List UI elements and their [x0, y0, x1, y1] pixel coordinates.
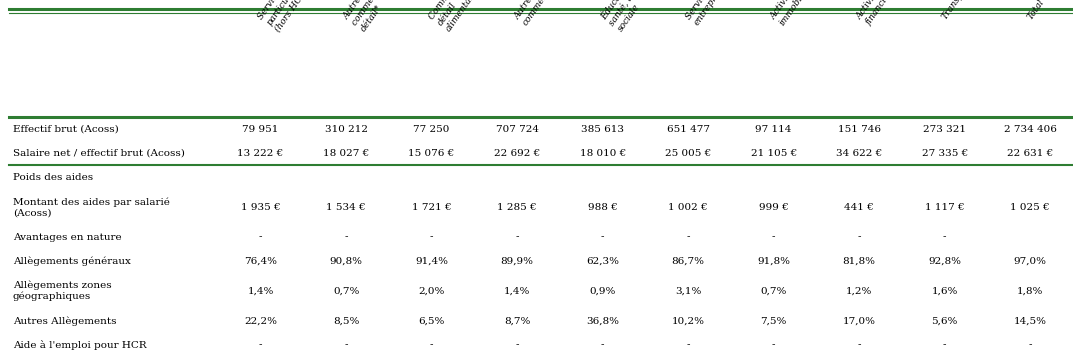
Text: 1,6%: 1,6%: [931, 286, 958, 296]
Text: -: -: [687, 233, 690, 242]
Text: -: -: [857, 340, 861, 350]
Text: Autres
commerces de
détail*: Autres commerces de détail*: [342, 0, 405, 33]
Text: 1,8%: 1,8%: [1017, 286, 1043, 296]
Text: 1 285 €: 1 285 €: [497, 203, 536, 212]
Text: 6,5%: 6,5%: [418, 316, 445, 326]
Text: -: -: [344, 340, 348, 350]
Text: 14,5%: 14,5%: [1014, 316, 1047, 326]
Text: Total: Total: [1026, 0, 1046, 21]
Text: 77 250: 77 250: [413, 125, 450, 134]
Text: 62,3%: 62,3%: [586, 257, 619, 266]
Text: Autres
commerces**: Autres commerces**: [513, 0, 563, 27]
Text: 1 002 €: 1 002 €: [668, 203, 708, 212]
Text: Allègements zones
géographiques: Allègements zones géographiques: [13, 281, 112, 301]
Text: 1,2%: 1,2%: [846, 286, 872, 296]
Text: -: -: [601, 340, 604, 350]
Text: 22,2%: 22,2%: [244, 316, 277, 326]
Text: 76,4%: 76,4%: [244, 257, 277, 266]
Text: 13 222 €: 13 222 €: [237, 149, 283, 158]
Text: 151 746: 151 746: [838, 125, 881, 134]
Text: 441 €: 441 €: [844, 203, 874, 212]
Text: 36,8%: 36,8%: [586, 316, 619, 326]
Text: 988 €: 988 €: [588, 203, 618, 212]
Text: -: -: [344, 233, 348, 242]
Text: 90,8%: 90,8%: [329, 257, 363, 266]
Text: 8,5%: 8,5%: [333, 316, 359, 326]
Text: -: -: [515, 233, 519, 242]
Text: 0,7%: 0,7%: [761, 286, 787, 296]
Text: 81,8%: 81,8%: [842, 257, 876, 266]
Text: -: -: [259, 233, 262, 242]
Text: -: -: [771, 340, 776, 350]
Text: -: -: [771, 233, 776, 242]
Text: 999 €: 999 €: [759, 203, 789, 212]
Text: -: -: [857, 233, 861, 242]
Text: 34 622 €: 34 622 €: [836, 149, 882, 158]
Text: 18 027 €: 18 027 €: [323, 149, 369, 158]
Text: 97 114: 97 114: [755, 125, 792, 134]
Text: Avantages en nature: Avantages en nature: [13, 233, 121, 242]
Text: Allègements généraux: Allègements généraux: [13, 257, 131, 266]
Text: -: -: [1029, 340, 1032, 350]
Text: -: -: [430, 340, 433, 350]
Text: 1 935 €: 1 935 €: [240, 203, 280, 212]
Text: 0,7%: 0,7%: [333, 286, 359, 296]
Text: 21 105 €: 21 105 €: [750, 149, 797, 158]
Text: 1,4%: 1,4%: [504, 286, 530, 296]
Text: -: -: [515, 340, 519, 350]
Text: 310 212: 310 212: [325, 125, 368, 134]
Text: 7,5%: 7,5%: [761, 316, 787, 326]
Text: Éducation,
santé, action
sociale: Éducation, santé, action sociale: [599, 0, 657, 33]
Text: Services aux
entreprises: Services aux entreprises: [684, 0, 733, 27]
Text: 2 734 406: 2 734 406: [1004, 125, 1057, 134]
Text: 385 613: 385 613: [582, 125, 624, 134]
Text: 10,2%: 10,2%: [672, 316, 705, 326]
Text: -: -: [943, 340, 946, 350]
Text: 1 117 €: 1 117 €: [925, 203, 965, 212]
Text: 707 724: 707 724: [496, 125, 539, 134]
Text: Transports: Transports: [940, 0, 976, 21]
Text: 5,6%: 5,6%: [931, 316, 958, 326]
Text: 22 631 €: 22 631 €: [1008, 149, 1054, 158]
Text: -: -: [430, 233, 433, 242]
Text: Activités
financières: Activités financières: [855, 0, 900, 27]
Text: Services aux
particuliers
(hors HCR: Services aux particuliers (hors HCR: [256, 0, 314, 33]
Text: Montant des aides par salarié
(Acoss): Montant des aides par salarié (Acoss): [13, 197, 170, 217]
Text: 1 721 €: 1 721 €: [412, 203, 452, 212]
Text: -: -: [943, 233, 946, 242]
Text: 79 951: 79 951: [242, 125, 279, 134]
Text: 91,8%: 91,8%: [758, 257, 790, 266]
Text: 91,4%: 91,4%: [415, 257, 449, 266]
Text: Effectif brut (Acoss): Effectif brut (Acoss): [13, 125, 119, 134]
Text: 18 010 €: 18 010 €: [579, 149, 626, 158]
Text: Salaire net / effectif brut (Acoss): Salaire net / effectif brut (Acoss): [13, 149, 185, 158]
Text: 0,9%: 0,9%: [589, 286, 616, 296]
Text: 22 692 €: 22 692 €: [494, 149, 541, 158]
Text: 89,9%: 89,9%: [501, 257, 533, 266]
Text: 86,7%: 86,7%: [672, 257, 705, 266]
Text: Activités
immobilières: Activités immobilières: [769, 0, 820, 27]
Text: 2,0%: 2,0%: [418, 286, 445, 296]
Text: 15 076 €: 15 076 €: [409, 149, 455, 158]
Text: -: -: [259, 340, 262, 350]
Text: 8,7%: 8,7%: [504, 316, 530, 326]
Text: 97,0%: 97,0%: [1014, 257, 1047, 266]
Text: Poids des aides: Poids des aides: [13, 173, 93, 182]
Text: Aide à l'emploi pour HCR: Aide à l'emploi pour HCR: [13, 340, 147, 350]
Text: 1 025 €: 1 025 €: [1011, 203, 1050, 212]
Text: Commerce de
détail
alimentaire: Commerce de détail alimentaire: [427, 0, 488, 33]
Text: 25 005 €: 25 005 €: [665, 149, 711, 158]
Text: 92,8%: 92,8%: [928, 257, 961, 266]
Text: 651 477: 651 477: [666, 125, 709, 134]
Text: 1,4%: 1,4%: [248, 286, 274, 296]
Text: 1 534 €: 1 534 €: [326, 203, 366, 212]
Text: Autres Allègements: Autres Allègements: [13, 316, 116, 326]
Text: -: -: [601, 233, 604, 242]
Text: -: -: [687, 340, 690, 350]
Text: 27 335 €: 27 335 €: [922, 149, 968, 158]
Text: 17,0%: 17,0%: [842, 316, 876, 326]
Text: 3,1%: 3,1%: [675, 286, 702, 296]
Text: 273 321: 273 321: [923, 125, 966, 134]
